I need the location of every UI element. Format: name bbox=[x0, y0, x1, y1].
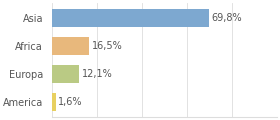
Text: 12,1%: 12,1% bbox=[81, 69, 112, 79]
Text: 1,6%: 1,6% bbox=[58, 97, 82, 107]
Text: 16,5%: 16,5% bbox=[92, 41, 122, 51]
Bar bbox=[52, 65, 79, 83]
Bar bbox=[52, 93, 56, 111]
Text: 69,8%: 69,8% bbox=[211, 13, 242, 23]
Bar bbox=[52, 37, 89, 55]
Bar bbox=[52, 9, 209, 27]
